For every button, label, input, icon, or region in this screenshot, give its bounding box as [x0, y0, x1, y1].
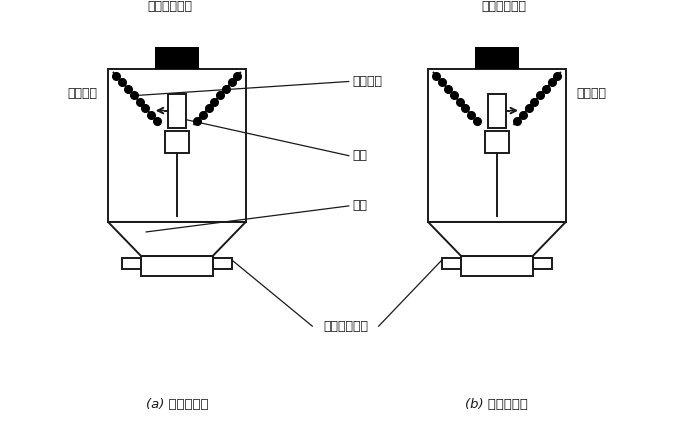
Bar [442, 258, 461, 269]
Bar [122, 258, 141, 269]
Bar [488, 94, 506, 127]
Text: 弹簧: 弹簧 [352, 149, 368, 162]
Text: 可变电阻: 可变电阻 [68, 87, 97, 100]
Text: 滑动触臂: 滑动触臂 [352, 75, 382, 88]
Text: 接机油压力表: 接机油压力表 [147, 0, 193, 13]
Bar [213, 258, 232, 269]
Text: 膜片: 膜片 [352, 199, 368, 212]
Bar [428, 70, 566, 222]
Bar [533, 258, 552, 269]
Bar [485, 131, 509, 153]
Text: (b) 油压升高时: (b) 油压升高时 [466, 398, 529, 411]
Bar [155, 47, 199, 70]
Bar [461, 256, 533, 276]
Text: 接机油压力表: 接机油压力表 [482, 0, 527, 13]
Text: (a) 油压下降时: (a) 油压下降时 [146, 398, 208, 411]
Text: 润滑油道接口: 润滑油道接口 [323, 320, 368, 333]
Bar [108, 70, 246, 222]
Bar [168, 94, 186, 127]
Text: 可变电阻: 可变电阻 [576, 87, 606, 100]
Bar [141, 256, 213, 276]
Bar [165, 131, 189, 153]
Bar [475, 47, 519, 70]
